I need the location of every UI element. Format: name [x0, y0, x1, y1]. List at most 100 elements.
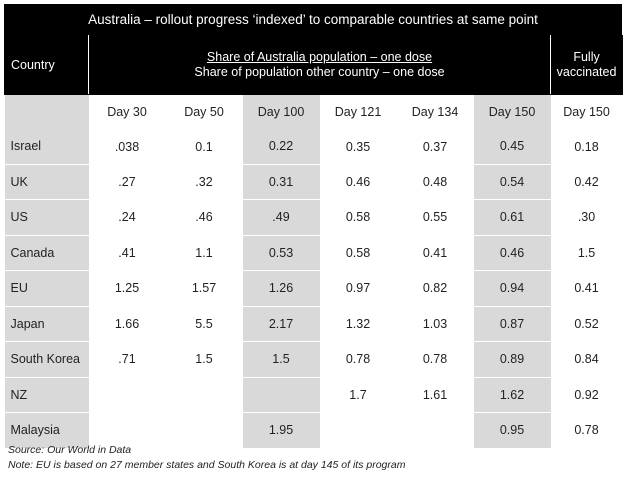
table-row: NZ 1.7 1.61 1.62 0.92: [4, 377, 623, 413]
value-cell: [242, 377, 320, 413]
table-row: Israel .038 0.1 0.22 0.35 0.37 0.45 0.18: [4, 129, 623, 165]
country-cell: South Korea: [4, 341, 89, 378]
value-cell: 0.54: [473, 164, 551, 200]
day-column-header: Day 134: [396, 94, 474, 129]
country-cell: Japan: [4, 306, 89, 342]
value-cell: .24: [118, 210, 136, 225]
value-cell: 0.37: [422, 139, 448, 154]
share-header-denominator: Share of population other country – one …: [194, 65, 445, 79]
day-column-header: Day 30: [88, 94, 166, 129]
value-cell: 1.32: [345, 316, 371, 331]
value-cell: 0.55: [422, 210, 448, 225]
value-cell: 0.22: [242, 129, 320, 165]
country-cell: EU: [4, 270, 89, 307]
day-column-header: Day 100: [242, 94, 320, 129]
table-body: Israel .038 0.1 0.22 0.35 0.37 0.45 0.18 UK .27 .3…: [4, 129, 623, 449]
country-cell: US: [4, 199, 89, 236]
value-cell: 0.46: [473, 235, 551, 271]
value-cell: 2.17: [242, 306, 320, 342]
value-cell: 0.94: [473, 270, 551, 307]
value-cell: 0.48: [422, 174, 448, 189]
value-cell: 0.52: [574, 316, 599, 331]
country-cell: Malaysia: [4, 412, 89, 449]
day-column-header: Day 50: [165, 94, 243, 129]
value-cell: 0.89: [473, 341, 551, 378]
day-header-spacer: [4, 94, 89, 129]
value-cell: 0.78: [574, 423, 599, 438]
value-cell: 1.5: [195, 352, 213, 367]
value-cell: 1.03: [422, 316, 448, 331]
country-cell: NZ: [4, 377, 89, 413]
country-cell: Israel: [4, 129, 89, 165]
value-cell: .30: [577, 210, 596, 225]
value-cell: 1.5: [242, 341, 320, 378]
value-cell: 1.66: [114, 316, 140, 331]
fully-vaccinated-line2: vaccinated: [556, 65, 617, 79]
value-cell: 1.62: [473, 377, 551, 413]
value-cell: 0.92: [574, 387, 599, 402]
value-cell: 1.5: [577, 245, 596, 260]
country-cell: UK: [4, 164, 89, 200]
value-cell: 0.53: [242, 235, 320, 271]
value-cell: [166, 377, 243, 413]
day-column-header: Day 121: [319, 94, 397, 129]
value-cell: 0.95: [473, 412, 551, 449]
value-cell: .038: [114, 139, 140, 154]
table-notes: Source: Our World in Data Note: EU is ba…: [8, 443, 405, 473]
value-cell: .41: [118, 245, 136, 260]
value-cell: .49: [242, 199, 320, 236]
day-column-header: Day 150: [550, 94, 623, 129]
table-row: US .24 .46 .49 0.58 0.55 0.61 .30: [4, 199, 623, 236]
share-header-numerator: Share of Australia population – one dose: [206, 50, 433, 64]
value-cell: 1.95: [242, 412, 320, 449]
value-cell: 0.18: [574, 139, 599, 154]
value-cell: 0.35: [345, 139, 371, 154]
value-cell: 1.61: [422, 387, 448, 402]
table-row: Malaysia 1.95 0.95 0.78: [4, 412, 623, 449]
value-cell: 0.46: [345, 174, 371, 189]
value-cell: 0.45: [473, 129, 551, 165]
value-cell: 0.58: [345, 245, 371, 260]
value-cell: 0.97: [345, 281, 371, 296]
share-column-group-header: Share of Australia population – one dose…: [87, 35, 552, 95]
source-note: Source: Our World in Data: [8, 444, 132, 456]
value-cell: 0.42: [574, 174, 599, 189]
value-cell: 0.87: [473, 306, 551, 342]
value-cell: 1.25: [114, 281, 140, 296]
value-cell: .71: [118, 352, 136, 367]
rollout-table: Country Share of Australia population – …: [4, 35, 624, 449]
value-cell: .46: [195, 210, 213, 225]
rollout-table-figure: Australia – rollout progress ‘indexed’ t…: [4, 4, 624, 449]
footnote: Note: EU is based on 27 member states an…: [8, 459, 406, 471]
value-cell: 0.61: [473, 199, 551, 236]
day-column-header: Day 150: [473, 94, 551, 129]
value-cell: 0.78: [422, 352, 448, 367]
value-cell: 1.57: [191, 281, 217, 296]
value-cell: 0.31: [242, 164, 320, 200]
value-cell: 0.82: [422, 281, 448, 296]
value-cell: [89, 377, 166, 413]
day-header-row: Day 30 Day 50 Day 100 Day 121 Day 134 Day 150…: [4, 94, 623, 129]
value-cell: .27: [118, 174, 136, 189]
table-row: UK .27 .32 0.31 0.46 0.48 0.54 0.42: [4, 164, 623, 200]
value-cell: 1.1: [195, 245, 213, 260]
value-cell: 5.5: [195, 316, 213, 331]
country-cell: Canada: [4, 235, 89, 271]
fully-vaccinated-header: Fully vaccinated: [550, 35, 624, 95]
value-cell: 0.1: [195, 139, 213, 154]
value-cell: 0.41: [574, 281, 599, 296]
value-cell: 0.78: [345, 352, 371, 367]
value-cell: 0.58: [345, 210, 371, 225]
country-column-header: Country: [4, 35, 89, 95]
table-row: South Korea .71 1.5 1.5 0.78 0.78 0.89 0.84: [4, 341, 623, 378]
fully-vaccinated-line1: Fully: [573, 50, 600, 64]
value-cell: 0.41: [422, 245, 448, 260]
value-cell: .32: [195, 174, 213, 189]
table-row: Japan 1.66 5.5 2.17 1.32 1.03 0.87 0.52: [4, 306, 623, 342]
value-cell: 1.26: [242, 270, 320, 307]
value-cell: 1.7: [349, 387, 367, 402]
value-cell: [397, 413, 474, 449]
table-row: Canada .41 1.1 0.53 0.58 0.41 0.46 1.5: [4, 235, 623, 271]
table-title: Australia – rollout progress ‘indexed’ t…: [4, 4, 622, 35]
value-cell: 0.84: [574, 352, 599, 367]
